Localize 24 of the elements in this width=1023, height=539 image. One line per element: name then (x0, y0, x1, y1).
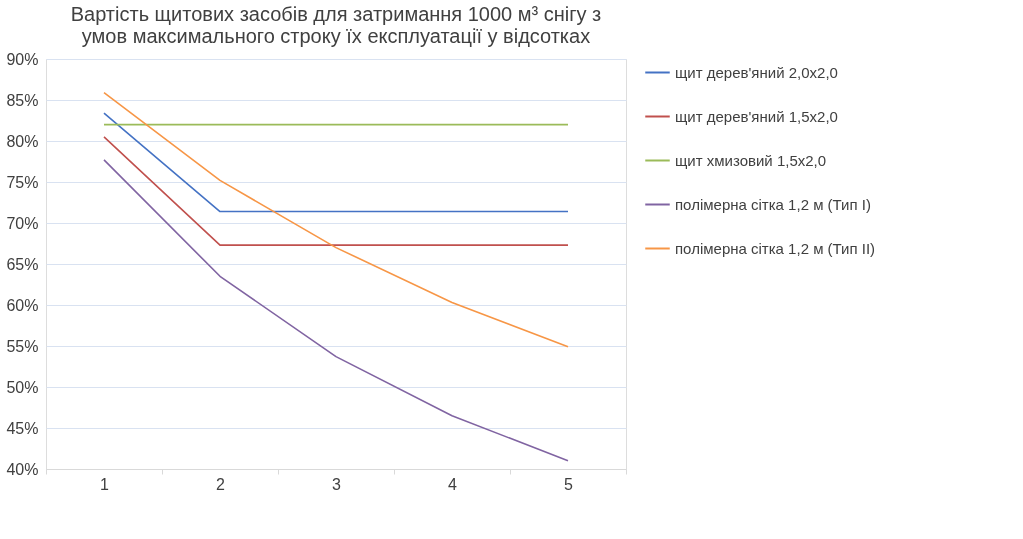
y-tick-label: 75% (6, 173, 39, 191)
x-tick-label: 5 (564, 475, 574, 493)
y-tick-label: 50% (6, 378, 39, 396)
y-tick-label: 55% (6, 337, 39, 355)
x-tick-label: 1 (100, 475, 110, 493)
x-tick-label: 2 (216, 475, 226, 493)
y-tick-label: 90% (6, 50, 39, 68)
x-tick-label: 4 (448, 475, 458, 493)
y-tick-label: 65% (6, 255, 39, 273)
line-series (103, 91, 569, 348)
chart-title: Вартість щитових засобів для затримання 1000 м³ снігу з умов максимального строку їх експлуатації у відсотках (70, 3, 602, 47)
y-tick-label: 70% (6, 214, 39, 232)
legend-label: щит дерев'яний 2,0х2,0 (675, 63, 838, 81)
x-tick-label: 3 (332, 475, 342, 493)
y-tick-label: 45% (6, 419, 39, 437)
line-series (103, 159, 569, 462)
legend-label: щит дерев'яний 1,5х2,0 (675, 107, 838, 125)
legend-label: полімерна сітка 1,2 м (Тип II) (675, 239, 876, 257)
y-tick-label: 40% (6, 460, 39, 478)
y-tick-label: 80% (6, 132, 39, 150)
legend-label: полімерна сітка 1,2 м (Тип I) (675, 195, 871, 213)
y-tick-label: 85% (6, 91, 39, 109)
legend-label: щит хмизовий 1,5х2,0 (675, 151, 827, 169)
y-tick-label: 60% (6, 296, 39, 314)
